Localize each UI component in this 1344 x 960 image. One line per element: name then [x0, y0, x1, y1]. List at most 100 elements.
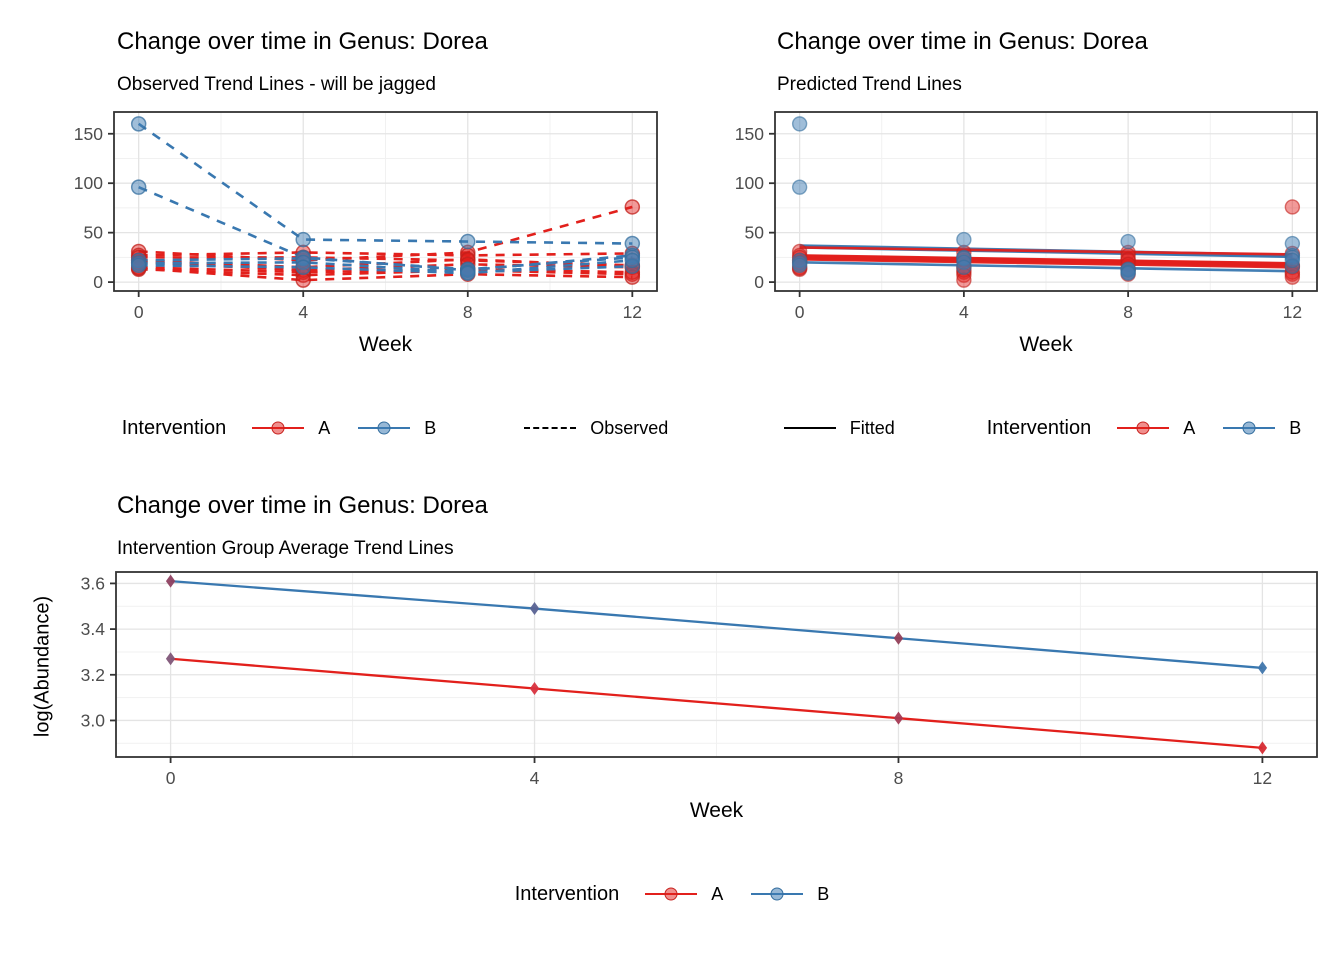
- series-layer: [130, 116, 641, 288]
- legend-label-b-right: B: [1289, 417, 1302, 438]
- legend-item-b-right: B: [1223, 418, 1301, 439]
- legend-key-a-icon: [252, 418, 305, 438]
- legend-observed: Intervention A B Observed: [85, 408, 705, 448]
- average-point: [165, 652, 176, 666]
- legend-fitted: Fitted Intervention A B: [750, 408, 1335, 448]
- y-tick-label: 100: [735, 173, 764, 193]
- y-tick-label: 3.4: [81, 619, 106, 639]
- observed-line-A7: [138, 267, 633, 277]
- legend-label-observed: Observed: [590, 417, 669, 438]
- x-tick-label: 8: [894, 768, 904, 788]
- legend-label-a-left: A: [318, 417, 331, 438]
- average-point: [1257, 661, 1268, 675]
- observed-line-B3: [138, 256, 633, 271]
- observed-point: [295, 231, 311, 248]
- x-axis-title: Week: [1019, 333, 1073, 356]
- legend-average: Intervention A B: [0, 874, 1344, 914]
- x-tick-label: 12: [1253, 768, 1272, 788]
- y-tick-label: 0: [754, 272, 764, 292]
- average-trend-chart: 0 4 8 12 3.0 3.2 3.4 3.6 Week: [81, 571, 1318, 822]
- legend-item-a-left: A: [252, 418, 330, 439]
- panel-border: [113, 111, 658, 292]
- fitted-line-4: [799, 261, 1293, 273]
- legend-key-b-icon: [358, 418, 411, 438]
- predicted-trend-chart: 0 4 8 12 0 50 100 150 Week: [735, 111, 1318, 356]
- average-line-B: [170, 579, 1263, 670]
- observed-point: [624, 252, 641, 269]
- y-tick-label: 50: [84, 223, 104, 243]
- x-tick-label: 8: [1123, 302, 1133, 322]
- axes: 0 4 8 12 0 50 100 150 Week: [74, 124, 642, 356]
- legend-title-intervention-left: Intervention: [121, 416, 227, 439]
- axes: 0 4 8 12 0 50 100 150 Week: [735, 124, 1302, 356]
- predicted-chart-title: Change over time in Genus: Dorea: [777, 28, 1148, 55]
- observed-point: [295, 259, 311, 276]
- solid-line-key-icon: [783, 426, 836, 430]
- observed-line-B5: [138, 259, 633, 275]
- legend-title-intervention-right: Intervention: [986, 416, 1092, 439]
- scatter-point: [956, 272, 972, 288]
- scatter-point: [1120, 265, 1136, 281]
- scatter-point: [1120, 233, 1136, 250]
- y-tick-label: 0: [93, 272, 103, 292]
- legend-label-b-bottom: B: [817, 883, 830, 904]
- average-chart-title: Change over time in Genus: Dorea: [117, 492, 488, 519]
- average-point: [529, 681, 540, 695]
- legend-key-a-icon: [1117, 418, 1170, 438]
- legend-label-fitted: Fitted: [849, 417, 895, 438]
- x-tick-label: 4: [298, 302, 308, 322]
- observed-point: [624, 199, 641, 215]
- average-line-A: [170, 657, 1263, 750]
- predicted-chart-subtitle: Predicted Trend Lines: [777, 74, 962, 95]
- average-point: [893, 631, 904, 645]
- observed-point: [130, 257, 147, 274]
- legend-item-b-left: B: [358, 418, 436, 439]
- x-tick-label: 12: [623, 302, 642, 322]
- observed-chart-subtitle: Observed Trend Lines - will be jagged: [117, 74, 436, 95]
- x-tick-label: 4: [959, 302, 969, 322]
- legend-item-observed: Observed: [524, 418, 668, 439]
- observed-trend-chart: 0 4 8 12 0 50 100 150 Week: [74, 111, 658, 356]
- x-tick-label: 4: [530, 768, 540, 788]
- y-tick-label: 150: [735, 124, 764, 144]
- scatter-point: [791, 179, 808, 195]
- legend-key-b-icon: [1223, 418, 1276, 438]
- x-axis-title: Week: [690, 799, 744, 822]
- observed-line-A2: [138, 251, 633, 257]
- average-point: [1257, 741, 1268, 755]
- legend-key-a-icon: [645, 884, 698, 904]
- observed-point: [460, 265, 476, 281]
- x-tick-label: 8: [463, 302, 473, 322]
- observed-point: [130, 179, 147, 195]
- average-point: [893, 711, 904, 725]
- legend-label-a-bottom: A: [711, 883, 724, 904]
- y-tick-label: 3.0: [81, 710, 106, 730]
- dashed-line-key-icon: [524, 427, 577, 429]
- fitted-line-5: [799, 246, 1293, 256]
- gridlines: [116, 572, 1317, 757]
- legend-label-a-right: A: [1183, 417, 1196, 438]
- y-tick-label: 50: [745, 223, 765, 243]
- average-point: [165, 574, 176, 588]
- observed-line-A8: [138, 266, 633, 282]
- scatter-point: [791, 116, 808, 132]
- observed-chart-title: Change over time in Genus: Dorea: [117, 28, 488, 55]
- scatter-point: [1284, 199, 1301, 215]
- observed-point: [130, 116, 147, 132]
- legend-item-fitted: Fitted: [783, 417, 895, 439]
- axes: 0 4 8 12 3.0 3.2 3.4 3.6 Week: [81, 573, 1272, 822]
- panel-border: [115, 571, 1318, 758]
- observed-line-A1: [138, 205, 633, 262]
- legend-key-b-icon: [751, 884, 804, 904]
- legend-title-intervention-bottom: Intervention: [514, 882, 620, 905]
- legend-item-a-bottom: A: [645, 884, 723, 905]
- observed-point: [295, 272, 311, 288]
- legend-item-a-right: A: [1117, 418, 1195, 439]
- observed-point: [460, 233, 476, 250]
- y-tick-label: 150: [74, 124, 103, 144]
- legend-item-b-bottom: B: [751, 884, 829, 905]
- observed-line-B4: [138, 261, 633, 274]
- average-chart-subtitle: Intervention Group Average Trend Lines: [117, 538, 454, 559]
- x-tick-label: 0: [795, 302, 805, 322]
